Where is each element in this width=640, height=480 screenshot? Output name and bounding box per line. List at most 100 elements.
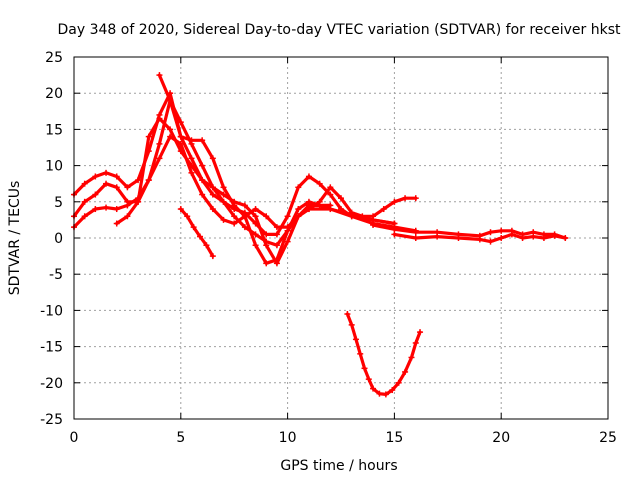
data-point-arc-7 <box>370 385 377 392</box>
data-point-arc-4 <box>199 177 206 184</box>
data-point-arc-4 <box>241 202 248 209</box>
data-point-arc-3 <box>273 231 280 238</box>
data-point-arc-7 <box>357 350 364 357</box>
data-point-arc-3 <box>103 169 110 176</box>
series-arc-5 <box>157 73 332 265</box>
grid-layer <box>74 57 608 419</box>
data-point-arc-7 <box>389 387 396 394</box>
data-point-arc-7 <box>417 329 424 336</box>
data-point-arc-2 <box>241 224 248 231</box>
data-point-arc-4 <box>284 238 291 245</box>
data-point-arc-1 <box>113 206 120 213</box>
data-point-arc-1 <box>156 155 163 162</box>
data-point-arc-3 <box>263 231 270 238</box>
data-point-arc-4 <box>338 195 344 202</box>
data-point-arc-4 <box>177 148 184 155</box>
data-point-arc-9 <box>519 235 526 241</box>
y-tick-label: 25 <box>45 50 63 66</box>
x-axis-label: GPS time / hours <box>280 458 397 474</box>
data-point-arc-4 <box>402 195 409 202</box>
y-tick-label: -10 <box>40 303 63 319</box>
data-point-arc-3 <box>338 206 344 213</box>
data-point-arc-5 <box>327 202 334 209</box>
x-tick-label: 25 <box>599 430 617 446</box>
data-point-arc-4 <box>167 126 174 133</box>
data-point-arc-7 <box>402 368 409 375</box>
data-point-arc-7 <box>395 379 402 386</box>
data-point-arc-4 <box>156 115 163 122</box>
y-tick-label: 15 <box>45 122 63 138</box>
data-point-arc-3 <box>188 155 195 162</box>
y-axis-label: SDTVAR / TECUs <box>7 181 23 296</box>
data-point-arc-5 <box>167 97 174 104</box>
data-point-arc-2 <box>124 198 131 205</box>
data-point-arc-3 <box>81 180 88 187</box>
data-point-arc-3 <box>220 198 227 205</box>
data-point-arc-5 <box>263 260 270 267</box>
data-point-arc-1 <box>199 191 206 198</box>
data-point-arc-9 <box>551 232 558 239</box>
data-point-arc-5 <box>273 256 280 263</box>
y-tick-label: -25 <box>40 412 63 428</box>
data-point-arc-7 <box>376 390 383 397</box>
data-point-arc-6 <box>184 213 191 220</box>
data-point-arc-5 <box>241 213 248 220</box>
data-point-arc-5 <box>209 155 216 162</box>
data-point-arc-2 <box>231 213 238 220</box>
data-point-arc-9 <box>540 235 547 241</box>
data-point-arc-3 <box>113 173 120 180</box>
data-point-arc-5 <box>295 213 302 220</box>
data-point-arc-2 <box>156 140 163 147</box>
data-point-arc-4 <box>124 213 131 220</box>
data-point-arc-7 <box>348 321 355 328</box>
x-tick-label: 15 <box>385 430 403 446</box>
data-point-arc-5 <box>188 137 195 144</box>
data-point-arc-6 <box>190 224 197 231</box>
data-point-arc-7 <box>408 354 415 361</box>
data-point-arc-9 <box>412 235 419 241</box>
data-point-arc-4 <box>113 220 120 227</box>
series-layer <box>71 72 569 398</box>
y-tick-label: 10 <box>45 159 63 175</box>
series-arc-1 <box>72 135 418 233</box>
data-point-arc-2 <box>295 206 302 213</box>
series-arc-6 <box>179 207 215 258</box>
data-point-arc-9 <box>530 233 537 240</box>
y-tick-label: 5 <box>54 195 63 211</box>
data-point-arc-1 <box>273 224 280 231</box>
data-point-arc-4 <box>348 209 355 216</box>
data-point-arc-9 <box>487 238 494 245</box>
data-point-arc-5 <box>156 72 163 79</box>
data-point-arc-8 <box>498 227 505 234</box>
data-point-arc-4 <box>220 191 227 198</box>
data-point-arc-4 <box>135 198 142 205</box>
data-point-arc-1 <box>81 213 88 220</box>
data-point-arc-1 <box>252 206 259 213</box>
data-point-arc-1 <box>209 206 216 213</box>
data-point-arc-9 <box>434 233 441 240</box>
data-point-arc-2 <box>199 162 206 169</box>
y-tick-label: -15 <box>40 340 63 356</box>
chart-title: Day 348 of 2020, Sidereal Day-to-day VTE… <box>58 22 621 38</box>
data-point-arc-2 <box>273 242 280 249</box>
data-point-arc-6 <box>209 253 216 260</box>
data-point-arc-9 <box>508 231 515 238</box>
y-tick-label: 20 <box>45 86 63 102</box>
data-point-arc-1 <box>103 204 110 211</box>
data-point-arc-9 <box>391 231 398 238</box>
data-point-arc-2 <box>145 177 152 184</box>
data-point-arc-2 <box>81 198 88 205</box>
data-point-arc-3 <box>124 184 131 191</box>
data-point-arc-2 <box>252 231 259 238</box>
data-point-arc-2 <box>103 180 110 187</box>
data-point-arc-4 <box>252 213 259 220</box>
data-point-arc-5 <box>284 227 291 234</box>
data-point-arc-1 <box>231 220 238 227</box>
data-point-arc-6 <box>177 206 184 213</box>
data-point-arc-9 <box>562 235 569 241</box>
data-point-arc-1 <box>188 169 195 176</box>
data-point-arc-4 <box>188 162 195 169</box>
data-point-arc-5 <box>199 137 206 144</box>
data-point-arc-2 <box>113 184 120 191</box>
